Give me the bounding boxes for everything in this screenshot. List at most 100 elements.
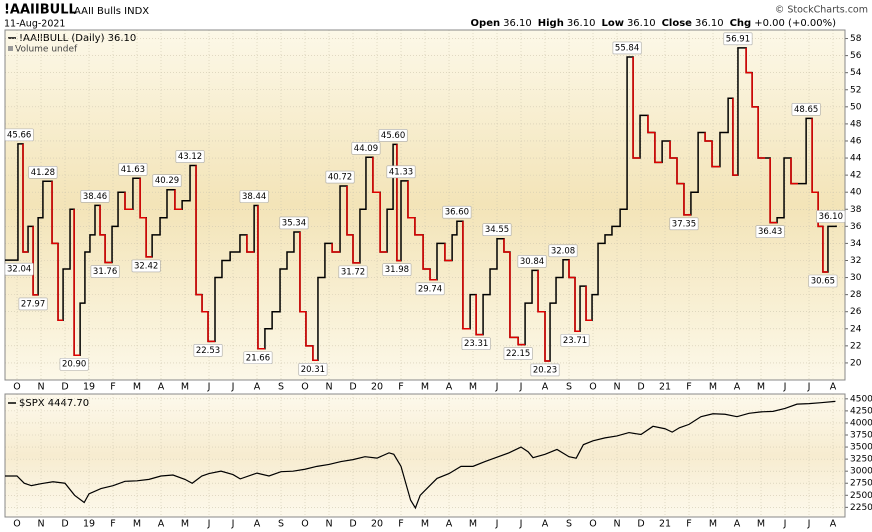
annotation: 40.72 [328, 173, 352, 183]
x-tick-label: J [231, 519, 235, 530]
annotation: 38.46 [83, 192, 107, 202]
down-segment [811, 118, 819, 193]
annotation-box [560, 333, 590, 347]
x-tick-label: A [542, 519, 549, 530]
y-tick-label: 2750 [850, 479, 872, 489]
annotation: 56.91 [726, 34, 750, 44]
annotation-box [90, 265, 120, 278]
annotation: 34.55 [485, 225, 509, 235]
annotation-box [517, 255, 547, 268]
annotation: 40.29 [155, 176, 179, 186]
down-segment [769, 158, 778, 224]
quote-label: Open [471, 18, 501, 29]
annotation: 29.74 [418, 284, 442, 294]
x-tick-label: M [709, 519, 717, 530]
x-tick-label: A [446, 519, 453, 530]
annotation: 41.33 [389, 167, 413, 177]
annotation-box [131, 259, 161, 273]
annotation-box [59, 357, 89, 371]
annotation: 32.42 [134, 261, 158, 271]
x-tick-label: A [830, 519, 837, 530]
x-tick-label: J [231, 382, 235, 393]
x-tick-label: A [158, 382, 165, 393]
down-segment [422, 234, 431, 270]
x-tick-label: N [37, 519, 44, 530]
annotation: 41.63 [121, 165, 145, 175]
annotation: 32.08 [551, 246, 575, 256]
quote-value: 36.10 [567, 18, 596, 29]
x-tick-label: J [519, 519, 523, 530]
annotation-box [80, 190, 110, 203]
panel-frame [4, 29, 846, 381]
down-segment [396, 144, 401, 262]
annotation-box [442, 205, 472, 219]
annotation: 22.53 [196, 346, 220, 356]
annotation-box [152, 174, 182, 188]
x-tick-label: M [757, 519, 765, 530]
down-segment [312, 345, 318, 362]
down-segment [745, 47, 753, 74]
down-segment [305, 311, 313, 347]
annotation: 20.31 [301, 365, 325, 375]
x-tick-label: J [495, 382, 499, 393]
y-tick-label: 30 [850, 273, 862, 283]
down-segment [585, 286, 593, 321]
annotation: 31.98 [385, 265, 409, 275]
annotation: 31.72 [341, 267, 365, 277]
x-tick-label: D [637, 382, 644, 393]
annotation: 44.09 [354, 144, 378, 154]
annotation: 36.43 [758, 227, 782, 237]
x-tick-label: O [301, 382, 308, 393]
x-tick-label: A [830, 382, 837, 393]
down-segment [711, 140, 720, 168]
down-segment [647, 115, 655, 134]
annotation: 43.12 [178, 152, 202, 162]
x-tick-label: J [495, 519, 499, 530]
annotation: 31.76 [93, 267, 117, 277]
y-tick-label: 34 [850, 239, 862, 249]
x-tick-label: A [254, 519, 261, 530]
down-segment [51, 181, 59, 245]
x-tick-label: 20 [371, 519, 383, 530]
x-tick-label: J [519, 382, 523, 393]
down-segment [444, 243, 453, 262]
y-tick-label: 3250 [850, 455, 872, 465]
x-tick-label: O [13, 519, 20, 530]
down-segment [683, 183, 691, 216]
x-tick-label: M [181, 519, 189, 530]
date: 11-Aug-2021 [4, 19, 65, 30]
down-segment [201, 294, 209, 313]
down-segment [429, 269, 437, 281]
y-tick-label: 26 [850, 307, 862, 317]
quote-label: High [538, 18, 564, 29]
data-line [5, 400, 836, 510]
down-segment [669, 140, 677, 159]
annotation-box [548, 244, 578, 258]
x-tick-label: 20 [371, 382, 383, 393]
y-tick-label: 48 [850, 119, 862, 129]
annotation-box [193, 344, 223, 357]
x-tick-label: D [349, 382, 356, 393]
x-tick-label: M [181, 382, 189, 393]
x-tick-label: 21 [659, 382, 671, 393]
x-tick-label: S [566, 382, 572, 393]
panel-frame [4, 393, 846, 518]
quote: Open 36.10 High 36.10 Low 36.10 Close 36.10 Chg +… [471, 18, 837, 29]
x-tick-label: O [589, 382, 596, 393]
x-tick-label: F [398, 519, 403, 530]
x-tick-label: J [207, 519, 211, 530]
y-tick-label: 4500 [850, 394, 872, 404]
down-segment [145, 217, 153, 258]
y-tick-label: 46 [850, 136, 862, 146]
y-tick-label: 24 [850, 324, 862, 334]
y-tick-label: 4250 [850, 406, 872, 416]
annotation: 48.65 [794, 105, 818, 115]
down-segment [139, 178, 147, 219]
down-segment [32, 226, 39, 296]
annotation: 45.60 [381, 131, 405, 141]
annotation-box [338, 265, 368, 279]
down-segment [104, 234, 113, 264]
annotation-box [808, 274, 838, 288]
annotation-box [530, 363, 560, 377]
